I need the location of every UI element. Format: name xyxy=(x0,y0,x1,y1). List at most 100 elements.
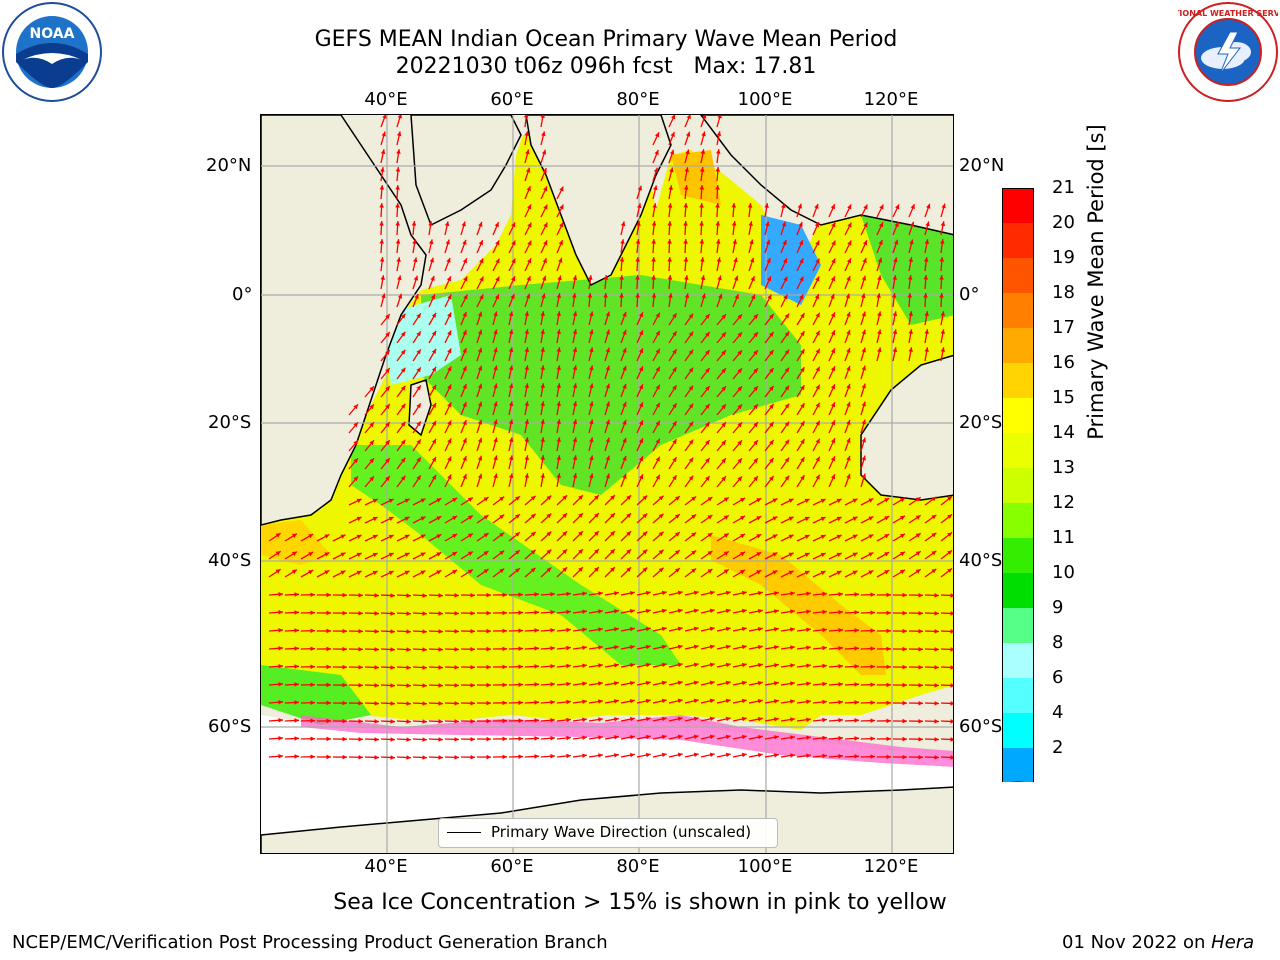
wave-arrow-head xyxy=(470,592,475,598)
wave-arrow-head xyxy=(530,513,536,519)
wave-arrow-head xyxy=(934,719,939,724)
wave-arrow-head xyxy=(852,498,858,503)
wave-arrow-head xyxy=(358,647,363,652)
wave-arrow-head xyxy=(672,457,677,463)
wave-arrow-head xyxy=(636,221,641,226)
wave-arrow-head xyxy=(693,680,699,686)
wave-arrow-head xyxy=(390,737,395,742)
wave-arrow-head xyxy=(400,331,406,337)
wave-arrow-head xyxy=(477,311,483,317)
wave-arrow-head xyxy=(416,349,421,355)
wave-arrow-head xyxy=(400,385,406,391)
legend-label: Primary Wave Direction (unscaled) xyxy=(491,823,752,841)
wave-arrow-head xyxy=(558,240,563,246)
wave-arrow-head xyxy=(629,734,635,740)
wave-arrow-head xyxy=(877,311,882,317)
wave-arrow-head xyxy=(589,473,594,479)
wave-arrow-head xyxy=(508,311,514,317)
wave-period-map[interactable] xyxy=(260,114,954,854)
wave-arrow-head xyxy=(294,700,299,705)
wave-arrow-head xyxy=(847,240,852,246)
wave-arrow-head xyxy=(784,313,790,319)
wave-arrow-head xyxy=(578,495,583,500)
wave-arrow-head xyxy=(527,204,532,210)
wave-arrow-head xyxy=(478,221,483,227)
wave-arrow-head xyxy=(510,294,515,300)
wave-arrow-head xyxy=(814,203,819,209)
wave-arrow-head xyxy=(677,680,683,686)
wave-arrow-head xyxy=(587,293,593,298)
wave-arrow-head xyxy=(582,753,587,758)
wave-arrow-head xyxy=(502,736,507,742)
colorbar-tick-label: 19 xyxy=(1052,247,1075,268)
wave-arrow-head xyxy=(374,647,379,652)
wave-arrow-head xyxy=(838,699,843,705)
wave-arrow-head xyxy=(753,404,758,410)
swell-green-band xyxy=(421,275,801,495)
wave-arrow-head xyxy=(800,349,805,355)
wave-arrow-head xyxy=(385,458,390,463)
wave-arrow-head xyxy=(693,698,699,704)
wave-arrow-head xyxy=(635,293,640,298)
wave-arrow-head xyxy=(619,257,625,262)
wave-arrow-head xyxy=(766,258,771,264)
wave-arrow-head xyxy=(718,293,723,299)
wave-arrow-head xyxy=(294,592,299,597)
wave-arrow-head xyxy=(658,531,664,537)
wave-arrow-head xyxy=(688,439,694,445)
wave-arrow-head xyxy=(799,276,804,282)
lat-tick-left: 20°N xyxy=(206,155,252,176)
wave-arrow-head xyxy=(622,311,627,317)
wave-arrow-head xyxy=(614,645,619,650)
wave-arrow-head xyxy=(908,347,913,353)
wave-arrow-head xyxy=(356,552,362,557)
wave-arrow-head xyxy=(558,257,563,263)
colorbar-tick-label: 9 xyxy=(1052,597,1064,618)
wave-arrow-head xyxy=(479,276,484,282)
wave-arrow-head xyxy=(645,716,651,722)
wave-arrow-head xyxy=(414,293,419,299)
wave-arrow-head xyxy=(530,495,536,501)
wave-arrow-head xyxy=(806,681,811,686)
wave-arrow-head xyxy=(815,348,820,354)
wave-arrow-head xyxy=(431,348,437,354)
wave-arrow-head xyxy=(737,350,742,356)
wave-arrow-head xyxy=(374,719,379,724)
wave-arrow-head xyxy=(757,662,763,668)
wave-arrow-head xyxy=(737,332,742,338)
wave-arrow-head xyxy=(784,421,790,427)
wave-arrow-head xyxy=(737,422,742,428)
wave-arrow-head xyxy=(438,665,443,670)
wave-arrow-head xyxy=(562,567,568,573)
wave-arrow-head xyxy=(598,753,603,758)
wave-arrow-head xyxy=(416,421,421,427)
wave-arrow-head xyxy=(723,569,729,574)
wave-arrow-head xyxy=(733,275,739,281)
wave-arrow-head xyxy=(422,647,427,652)
wave-arrow-head xyxy=(716,149,721,154)
wave-arrow-head xyxy=(831,258,836,264)
wave-arrow-head xyxy=(589,383,594,389)
wave-arrow-head xyxy=(830,384,836,390)
wave-arrow-head xyxy=(693,644,699,650)
wave-arrow-head xyxy=(578,567,583,572)
wave-arrow-head xyxy=(626,567,632,572)
wave-arrow-head xyxy=(757,608,763,614)
wave-arrow-head xyxy=(446,257,451,263)
wave-arrow-head xyxy=(499,496,505,502)
wave-arrow-head xyxy=(390,755,395,760)
wave-arrow-head xyxy=(895,204,900,210)
wave-arrow-head xyxy=(518,718,523,723)
wave-arrow-head xyxy=(454,611,459,616)
wave-arrow-head xyxy=(436,498,442,503)
wave-arrow-head xyxy=(543,204,548,210)
wave-arrow-head xyxy=(830,348,836,354)
wave-arrow-head xyxy=(294,754,299,759)
wave-arrow-head xyxy=(902,646,907,652)
wave-arrow-head xyxy=(530,549,536,555)
wave-arrow-head xyxy=(645,662,651,668)
wave-arrow-head xyxy=(420,498,426,503)
wave-arrow-head xyxy=(884,570,890,575)
wave-arrow-head xyxy=(420,570,426,575)
wave-arrow-head xyxy=(940,347,946,353)
